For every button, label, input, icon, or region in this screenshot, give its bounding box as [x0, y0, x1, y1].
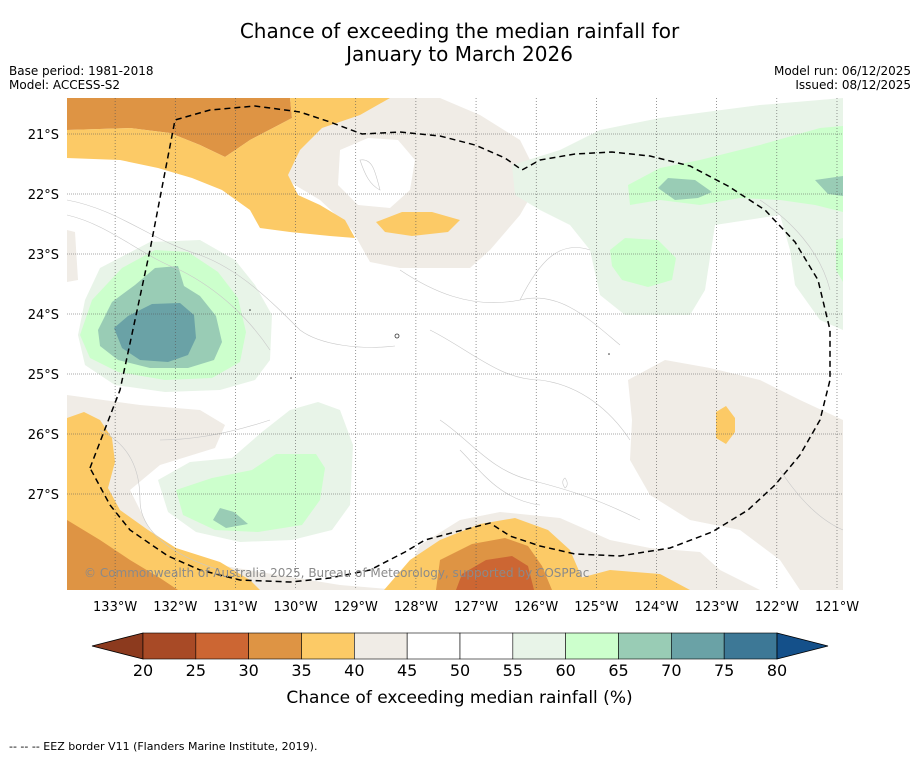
latitude-tick-label: 24°S: [28, 308, 59, 323]
latitude-tick-label: 25°S: [28, 368, 59, 383]
colorbar-segment: [671, 632, 725, 660]
region-30-35-north: [67, 98, 292, 157]
base-period: Base period: 1981-2018: [9, 64, 154, 78]
longitude-labels: 133°W 132°W 131°W 130°W 129°W 128°W 127°W 126°W…: [93, 600, 859, 615]
region-60-65-east-blob: [610, 238, 676, 287]
region-40-45-east: [628, 360, 843, 590]
longitude-tick-label: 131°W: [213, 600, 257, 615]
colorbar-tick-label: 50: [450, 661, 470, 680]
map-credit: © Commonwealth of Australia 2025, Bureau…: [84, 566, 590, 580]
longitude-tick-label: 127°W: [454, 600, 498, 615]
colorbar-segment: [406, 632, 461, 660]
map-title-line1: Chance of exceeding the median rainfall …: [239, 19, 680, 43]
longitude-tick-label: 125°W: [574, 600, 618, 615]
colorbar-segment: [459, 632, 514, 660]
graticule: [67, 98, 843, 590]
colorbar-tick-label: 70: [661, 661, 681, 680]
latitude-labels: 21°S 22°S 23°S 24°S 25°S 26°S 27°S: [28, 128, 59, 503]
latitude-tick-label: 23°S: [28, 248, 59, 263]
colorbar-extend-low: [91, 632, 144, 660]
longitude-tick-label: 122°W: [755, 600, 799, 615]
region-65-70-south: [213, 508, 248, 528]
colorbar-label: Chance of exceeding median rainfall (%): [286, 688, 633, 708]
longitude-tick-label: 128°W: [394, 600, 438, 615]
region-40-45-west-edge: [67, 230, 78, 282]
colorbar-tick-label: 65: [608, 661, 628, 680]
longitude-tick-label: 121°W: [815, 600, 859, 615]
region-30-35-southwest-overlay: [67, 520, 178, 590]
forecast-map: [67, 98, 843, 590]
region-60-65-east-edge: [836, 238, 843, 282]
colorbar-segment: [301, 632, 355, 660]
colorbar-extend-high: [776, 632, 829, 660]
longitude-tick-label: 133°W: [93, 600, 137, 615]
map-title-line2: January to March 2026: [346, 42, 573, 66]
colorbar-tick-label: 30: [238, 661, 258, 680]
colorbar-segment: [723, 632, 778, 660]
eez-footnote: -- -- -- EEZ border V11 (Flanders Marine…: [9, 740, 318, 753]
colorbar-segment: [512, 632, 566, 660]
latitude-tick-label: 27°S: [28, 488, 59, 503]
longitude-tick-label: 129°W: [334, 600, 378, 615]
region-white-north-island: [338, 138, 415, 208]
region-65-70-east: [658, 178, 712, 200]
island-marker: [608, 353, 610, 355]
colorbar-segment: [565, 632, 619, 660]
issued-date: Issued: 08/12/2025: [795, 78, 911, 92]
latitude-tick-label: 26°S: [28, 428, 59, 443]
island-marker: [394, 333, 400, 339]
colorbar: 20 25 30 35 40 45 50 55 60 65 70 75 80: [91, 632, 829, 680]
longitude-tick-label: 123°W: [695, 600, 739, 615]
colorbar-tick-label: 45: [397, 661, 417, 680]
island-marker: [249, 309, 251, 311]
latitude-tick-label: 22°S: [28, 188, 59, 203]
model-name: Model: ACCESS-S2: [9, 78, 121, 92]
colorbar-tick-label: 55: [503, 661, 523, 680]
colorbar-segment: [354, 632, 408, 660]
colorbar-segment: [248, 632, 302, 660]
region-35-40-east-spot: [716, 406, 735, 444]
colorbar-tick-label: 60: [555, 661, 575, 680]
region-35-40-south-east: [560, 570, 690, 590]
region-65-70-east-edge: [815, 176, 843, 196]
model-run-date: Model run: 06/12/2025: [773, 64, 911, 78]
longitude-tick-label: 132°W: [153, 600, 197, 615]
latitude-tick-label: 21°S: [28, 128, 59, 143]
colorbar-tick-label: 40: [344, 661, 364, 680]
colorbar-tick-label: 80: [767, 661, 787, 680]
colorbar-tick-label: 35: [291, 661, 311, 680]
colorbar-tick-label: 25: [186, 661, 206, 680]
region-35-40-north: [67, 98, 390, 238]
region-60-65-southcentral: [176, 454, 325, 532]
region-25-30-south-overlay: [456, 556, 534, 590]
longitude-tick-label: 124°W: [634, 600, 678, 615]
longitude-tick-label: 126°W: [514, 600, 558, 615]
region-35-40-north-strip: [376, 212, 460, 236]
colorbar-tick-label: 75: [714, 661, 734, 680]
island-marker: [290, 377, 292, 379]
colorbar-segment: [142, 632, 197, 660]
colorbar-tick-label: 20: [133, 661, 153, 680]
colorbar-segment: [195, 632, 249, 660]
longitude-tick-label: 130°W: [274, 600, 318, 615]
colorbar-segment: [618, 632, 672, 660]
eez-border: [89, 105, 831, 583]
